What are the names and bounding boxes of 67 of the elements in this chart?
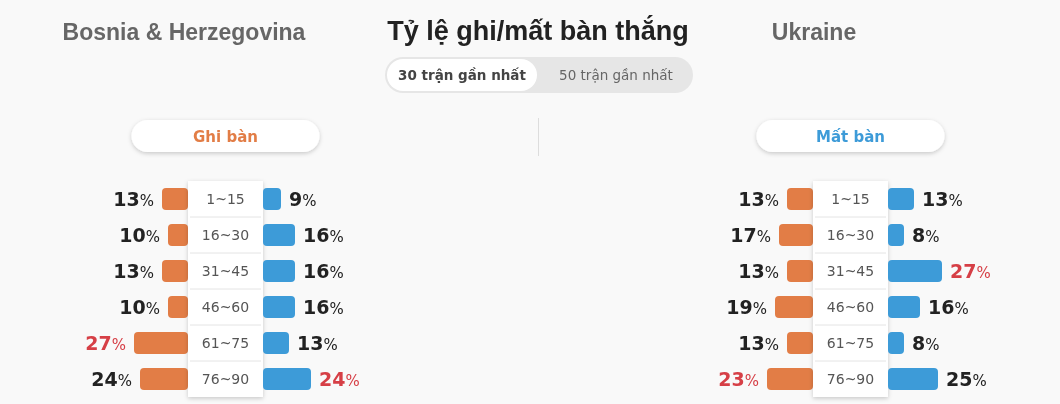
data-label: 13% xyxy=(297,332,338,354)
bar xyxy=(888,188,914,210)
bar xyxy=(787,332,813,354)
text: 30 trận gần nhất xyxy=(398,67,527,83)
bar xyxy=(162,188,188,210)
data-label: 27% xyxy=(950,260,991,282)
data-label: 16% xyxy=(928,296,969,318)
data-label: 27% xyxy=(85,332,126,354)
data-label: 13% xyxy=(738,188,779,210)
text: Bosnia & Herzegovina xyxy=(62,19,306,45)
bar xyxy=(263,260,295,282)
y-tick-label: 31~45 xyxy=(826,263,875,279)
bar xyxy=(134,332,188,354)
y-tick-label: 1~15 xyxy=(206,191,245,207)
bar xyxy=(888,368,938,390)
bar xyxy=(888,224,904,246)
bar xyxy=(787,188,813,210)
data-label: 23% xyxy=(718,368,759,390)
bar xyxy=(168,224,188,246)
data-label: 19% xyxy=(726,296,767,318)
text: Ukraine xyxy=(771,19,857,45)
data-label: 25% xyxy=(946,368,987,390)
bar xyxy=(775,296,813,318)
bar xyxy=(162,260,188,282)
text: 50 trận gần nhất xyxy=(559,67,673,83)
data-label: 24% xyxy=(319,368,360,390)
y-tick-label: 46~60 xyxy=(201,299,250,315)
bar xyxy=(888,296,920,318)
bar xyxy=(888,332,904,354)
bar xyxy=(263,368,311,390)
data-label: 8% xyxy=(912,332,940,354)
bar xyxy=(787,260,813,282)
y-tick-label: 76~90 xyxy=(826,371,875,387)
y-tick-label: 31~45 xyxy=(201,263,250,279)
y-tick-label: 61~75 xyxy=(201,335,250,351)
y-tick-label: 1~15 xyxy=(831,191,870,207)
data-label: 16% xyxy=(303,296,344,318)
data-label: 16% xyxy=(303,224,344,246)
y-tick-label: 46~60 xyxy=(826,299,875,315)
bar xyxy=(767,368,813,390)
data-label: 13% xyxy=(113,260,154,282)
data-label: 17% xyxy=(730,224,771,246)
data-label: 13% xyxy=(738,260,779,282)
data-label: 13% xyxy=(738,332,779,354)
text: Ghi bàn xyxy=(193,128,258,146)
data-label: 10% xyxy=(119,224,160,246)
text: Tỷ lệ ghi/mất bàn thắng xyxy=(387,15,689,46)
data-label: 10% xyxy=(119,296,160,318)
y-tick-label: 16~30 xyxy=(826,227,875,243)
data-label: 16% xyxy=(303,260,344,282)
y-tick-label: 76~90 xyxy=(201,371,250,387)
bar xyxy=(263,296,295,318)
chart-title: Mất bàn xyxy=(816,128,885,146)
bar xyxy=(888,260,942,282)
data-label: 13% xyxy=(113,188,154,210)
y-tick-label: 16~30 xyxy=(201,227,250,243)
bar xyxy=(263,188,281,210)
data-label: 13% xyxy=(922,188,963,210)
bar xyxy=(263,224,295,246)
y-tick-label: 61~75 xyxy=(826,335,875,351)
data-label: 8% xyxy=(912,224,940,246)
bar xyxy=(263,332,289,354)
data-label: 9% xyxy=(289,188,317,210)
data-label: 24% xyxy=(91,368,132,390)
bar xyxy=(168,296,188,318)
bar xyxy=(140,368,188,390)
bar xyxy=(779,224,813,246)
